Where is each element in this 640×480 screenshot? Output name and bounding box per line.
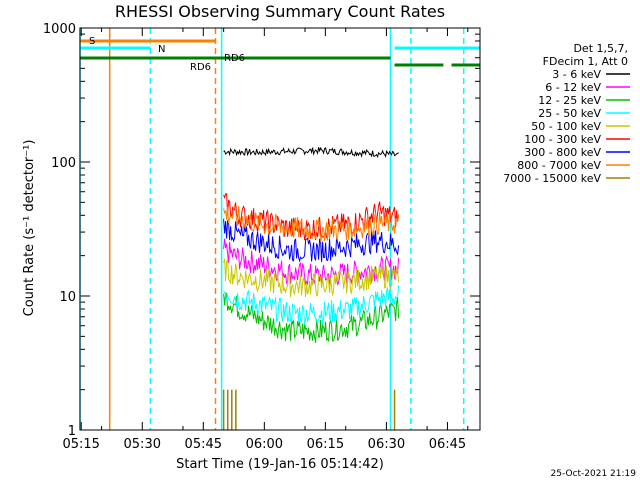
x-tick-label: 05:15 [62, 437, 99, 452]
series-line [223, 146, 399, 158]
plot-frame [79, 27, 481, 431]
y-axis-label: Count Rate (s⁻¹ detector⁻¹) [22, 140, 37, 317]
legend-label: 800 - 7000 keV [517, 159, 601, 172]
y-tick-label: 1 [68, 424, 76, 439]
series-line [223, 204, 400, 242]
series-line [223, 218, 400, 263]
x-tick-label: 05:45 [185, 437, 222, 452]
x-axis-label: Start Time (19-Jan-16 05:14:42) [176, 457, 384, 472]
legend-header-line-1: Det 1,5,7, [573, 42, 628, 55]
x-tick-label: 05:30 [124, 437, 161, 452]
flag-label-rd6: RD6 [224, 53, 245, 64]
flag-label-n: N [158, 44, 165, 55]
legend-label: 7000 - 15000 keV [503, 172, 601, 185]
flag-label-s: S [89, 36, 95, 47]
timestamp: 25-Oct-2021 21:19 [551, 469, 637, 479]
series-line [223, 238, 400, 286]
legend-label: 3 - 6 keV [552, 68, 601, 81]
legend-label: 12 - 25 keV [538, 94, 601, 107]
legend-label: 25 - 50 keV [538, 107, 601, 120]
x-tick-label: 06:15 [307, 437, 344, 452]
legend-label: 6 - 12 keV [545, 81, 601, 94]
series-line [223, 292, 400, 343]
series-line [223, 285, 400, 325]
legend-label: 300 - 800 keV [524, 146, 601, 159]
x-tick-label: 06:00 [246, 437, 283, 452]
flag-label-rd6-lower: RD6 [190, 62, 211, 73]
y-tick-label: 10 [59, 290, 76, 305]
chart-title: RHESSI Observing Summary Count Rates [115, 2, 445, 21]
x-tick-label: 06:30 [368, 437, 405, 452]
series-line [223, 258, 400, 298]
x-tick-label: 06:45 [429, 437, 466, 452]
y-tick-label: 100 [51, 156, 76, 171]
y-tick-label: 1000 [43, 22, 76, 37]
plot-layer: 1 10 100 1000 05:15 05:30 05:45 06:00 06:15 06:30… [43, 22, 480, 452]
legend-label: 100 - 300 keV [524, 133, 601, 146]
legend-header-line-2: FDecim 1, Att 0 [543, 55, 628, 68]
legend-label: 50 - 100 keV [531, 120, 601, 133]
